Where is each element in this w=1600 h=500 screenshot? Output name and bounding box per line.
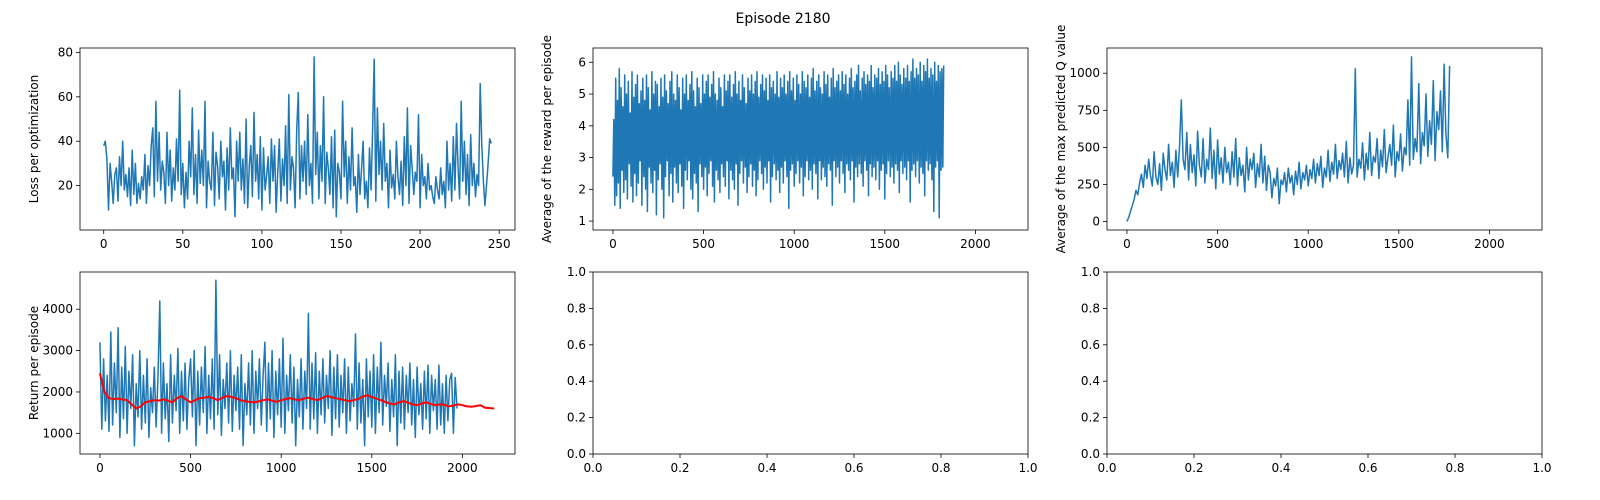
x-tick-label: 500: [179, 461, 202, 475]
y-tick-label: 6: [578, 55, 586, 69]
y-tick-label: 4000: [42, 302, 73, 316]
y-tick-label: 0.2: [1081, 411, 1100, 425]
x-tick-label: 0.4: [757, 461, 776, 475]
x-tick-label: 1.0: [1532, 461, 1551, 475]
plot-frame: [592, 47, 1029, 231]
x-tick-label: 0: [1123, 237, 1131, 251]
x-tick-label: 1500: [1384, 237, 1415, 251]
x-tick-label: 500: [692, 237, 715, 251]
plot-frame: [79, 271, 516, 455]
y-tick-label: 60: [58, 90, 73, 104]
y-tick-label: 0.8: [567, 301, 586, 315]
y-tick-label: 1000: [1069, 66, 1100, 80]
series-2-line: [98, 373, 495, 410]
y-tick-label: 1: [578, 214, 586, 228]
x-tick-label: 1000: [779, 237, 810, 251]
x-tick-label: 200: [409, 237, 432, 251]
y-tick-label: 0.0: [567, 447, 586, 461]
x-tick-label: 0: [96, 461, 104, 475]
series-1-line: [612, 58, 945, 219]
plot-frame: [79, 47, 516, 231]
y-tick-label: 1000: [42, 426, 73, 440]
x-tick-label: 0.2: [1184, 461, 1203, 475]
x-tick-label: 0.2: [670, 461, 689, 475]
series-1-line: [102, 56, 493, 218]
y-axis-label: Return per episode: [27, 306, 41, 420]
y-tick-label: 40: [58, 134, 73, 148]
y-tick-label: 2: [578, 182, 586, 196]
plot-frame: [1106, 47, 1543, 231]
plot-frame: [1106, 271, 1543, 455]
x-tick-label: 1000: [266, 461, 297, 475]
y-tick-label: 0.0: [1081, 447, 1100, 461]
y-tick-label: 0: [1092, 215, 1100, 229]
x-tick-label: 1500: [357, 461, 388, 475]
x-tick-label: 0.6: [1358, 461, 1377, 475]
y-axis-label: Average of the reward per episode: [540, 35, 554, 243]
y-tick-label: 5: [578, 87, 586, 101]
y-tick-label: 1.0: [567, 265, 586, 279]
y-tick-label: 0.2: [567, 411, 586, 425]
x-tick-label: 2000: [447, 461, 478, 475]
x-tick-label: 50: [175, 237, 190, 251]
x-tick-label: 0.8: [1445, 461, 1464, 475]
figure-title: Episode 2180: [735, 11, 830, 27]
y-tick-label: 1.0: [1081, 265, 1100, 279]
series-1-line: [1126, 56, 1451, 222]
x-tick-label: 1500: [870, 237, 901, 251]
x-tick-label: 0.0: [1097, 461, 1116, 475]
x-tick-label: 0.6: [844, 461, 863, 475]
y-tick-label: 4: [578, 119, 586, 133]
x-tick-label: 1.0: [1018, 461, 1037, 475]
y-axis-label: Average of the max predicted Q value: [1054, 25, 1068, 254]
x-tick-label: 0: [609, 237, 617, 251]
y-tick-label: 500: [1077, 140, 1100, 154]
series-1-line: [99, 279, 458, 447]
y-tick-label: 0.6: [567, 338, 586, 352]
y-axis-label: Loss per optimization: [27, 75, 41, 204]
y-tick-label: 0.4: [567, 374, 586, 388]
y-tick-label: 3000: [42, 344, 73, 358]
subplot-1: 0 50 100 150 200 250 20 40 60 80 Loss per optimiza…: [27, 45, 516, 251]
y-tick-label: 2000: [42, 385, 73, 399]
x-tick-label: 100: [250, 237, 273, 251]
x-tick-label: 2000: [960, 237, 991, 251]
x-tick-label: 500: [1206, 237, 1229, 251]
x-tick-label: 0.8: [931, 461, 950, 475]
y-tick-label: 250: [1077, 177, 1100, 191]
y-tick-label: 0.8: [1081, 301, 1100, 315]
x-tick-label: 250: [488, 237, 511, 251]
subplot-5: 0.0 0.2 0.4 0.6 0.8 1.0 0.0 0.2 0.4 0.6 0.8 1.0: [567, 265, 1038, 475]
y-tick-label: 0.6: [1081, 338, 1100, 352]
y-tick-label: 750: [1077, 103, 1100, 117]
y-tick-label: 3: [578, 151, 586, 165]
x-tick-label: 0: [100, 237, 108, 251]
y-tick-label: 20: [58, 179, 73, 193]
subplot-6: 0.0 0.2 0.4 0.6 0.8 1.0 0.0 0.2 0.4 0.6 0.8 1.0: [1081, 265, 1552, 475]
x-tick-label: 150: [330, 237, 353, 251]
x-tick-label: 2000: [1474, 237, 1505, 251]
y-tick-label: 0.4: [1081, 374, 1100, 388]
x-tick-label: 0.0: [583, 461, 602, 475]
subplot-2: 0 500 1000 1500 2000 1 2 3 4 5 6 Average of the rew…: [540, 35, 1029, 251]
plot-frame: [592, 271, 1029, 455]
x-tick-label: 1000: [1293, 237, 1324, 251]
x-tick-label: 0.4: [1271, 461, 1290, 475]
y-tick-label: 80: [58, 45, 73, 59]
